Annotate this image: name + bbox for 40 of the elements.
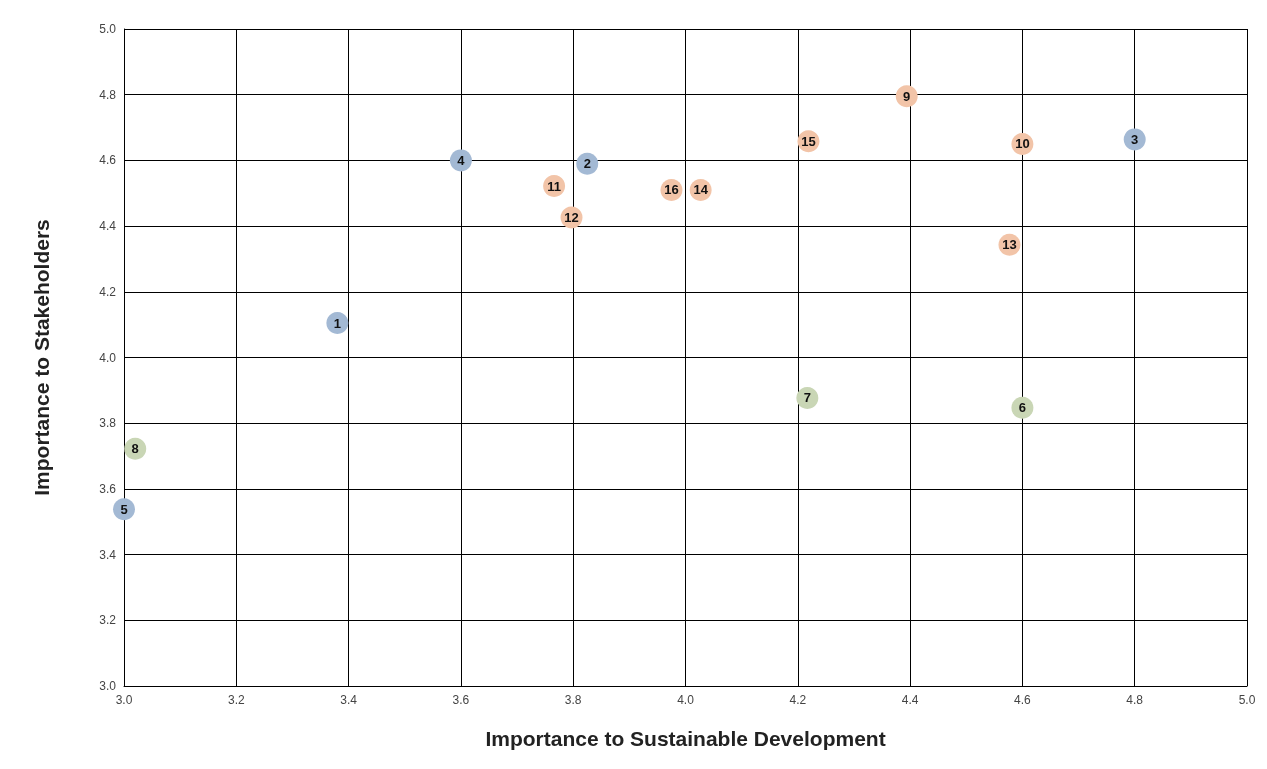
y-tick-label: 4.6 — [99, 153, 117, 168]
annotation: 10 — [1015, 136, 1030, 152]
annotation: 14 — [693, 182, 709, 198]
y-axis-title: Importance to Stakeholders — [30, 219, 53, 496]
annotation: 2 — [583, 156, 591, 172]
y-tick-label: 4.4 — [99, 219, 117, 234]
annotation: 9 — [903, 88, 911, 104]
x-tick-label: 5.0 — [1238, 693, 1256, 707]
x-tick-label: 3.8 — [564, 693, 582, 707]
annotation: 11 — [547, 178, 561, 194]
x-axis-title: Importance to Sustainable Development — [485, 727, 886, 750]
x-tick-label: 4.2 — [789, 693, 807, 707]
y-tick-label: 5.0 — [99, 22, 117, 36]
annotation: 8 — [131, 441, 139, 457]
x-tick-label: 3.6 — [452, 693, 470, 707]
x-tick-label: 4.0 — [677, 693, 695, 707]
annotation: 1 — [333, 315, 341, 331]
y-tick-label: 4.0 — [99, 350, 117, 365]
annotation: 6 — [1018, 400, 1027, 416]
x-tick-label: 4.8 — [1126, 693, 1144, 707]
x-tick-label: 3.4 — [340, 693, 358, 707]
y-tick-label: 3.6 — [99, 481, 117, 496]
annotation: 5 — [120, 501, 128, 517]
y-tick-label: 4.8 — [99, 87, 117, 102]
annotation: 3 — [1131, 131, 1139, 147]
x-tick-label: 3.0 — [115, 693, 133, 707]
annotation: 12 — [564, 210, 579, 226]
x-tick-label: 4.6 — [1014, 693, 1032, 707]
y-tick-label: 3.4 — [99, 547, 117, 562]
y-tick-label: 3.2 — [99, 613, 117, 628]
y-tick-label: 4.2 — [99, 284, 117, 299]
x-tick-label: 3.2 — [227, 693, 245, 707]
annotation: 15 — [801, 133, 816, 149]
x-tick-label: 4.4 — [901, 693, 919, 707]
annotation: 7 — [803, 390, 811, 406]
annotation: 4 — [457, 152, 466, 168]
y-tick-label: 3.8 — [99, 416, 117, 431]
annotation: 16 — [664, 182, 679, 198]
annotation: 13 — [1002, 237, 1017, 253]
y-tick-label: 3.0 — [99, 679, 117, 693]
